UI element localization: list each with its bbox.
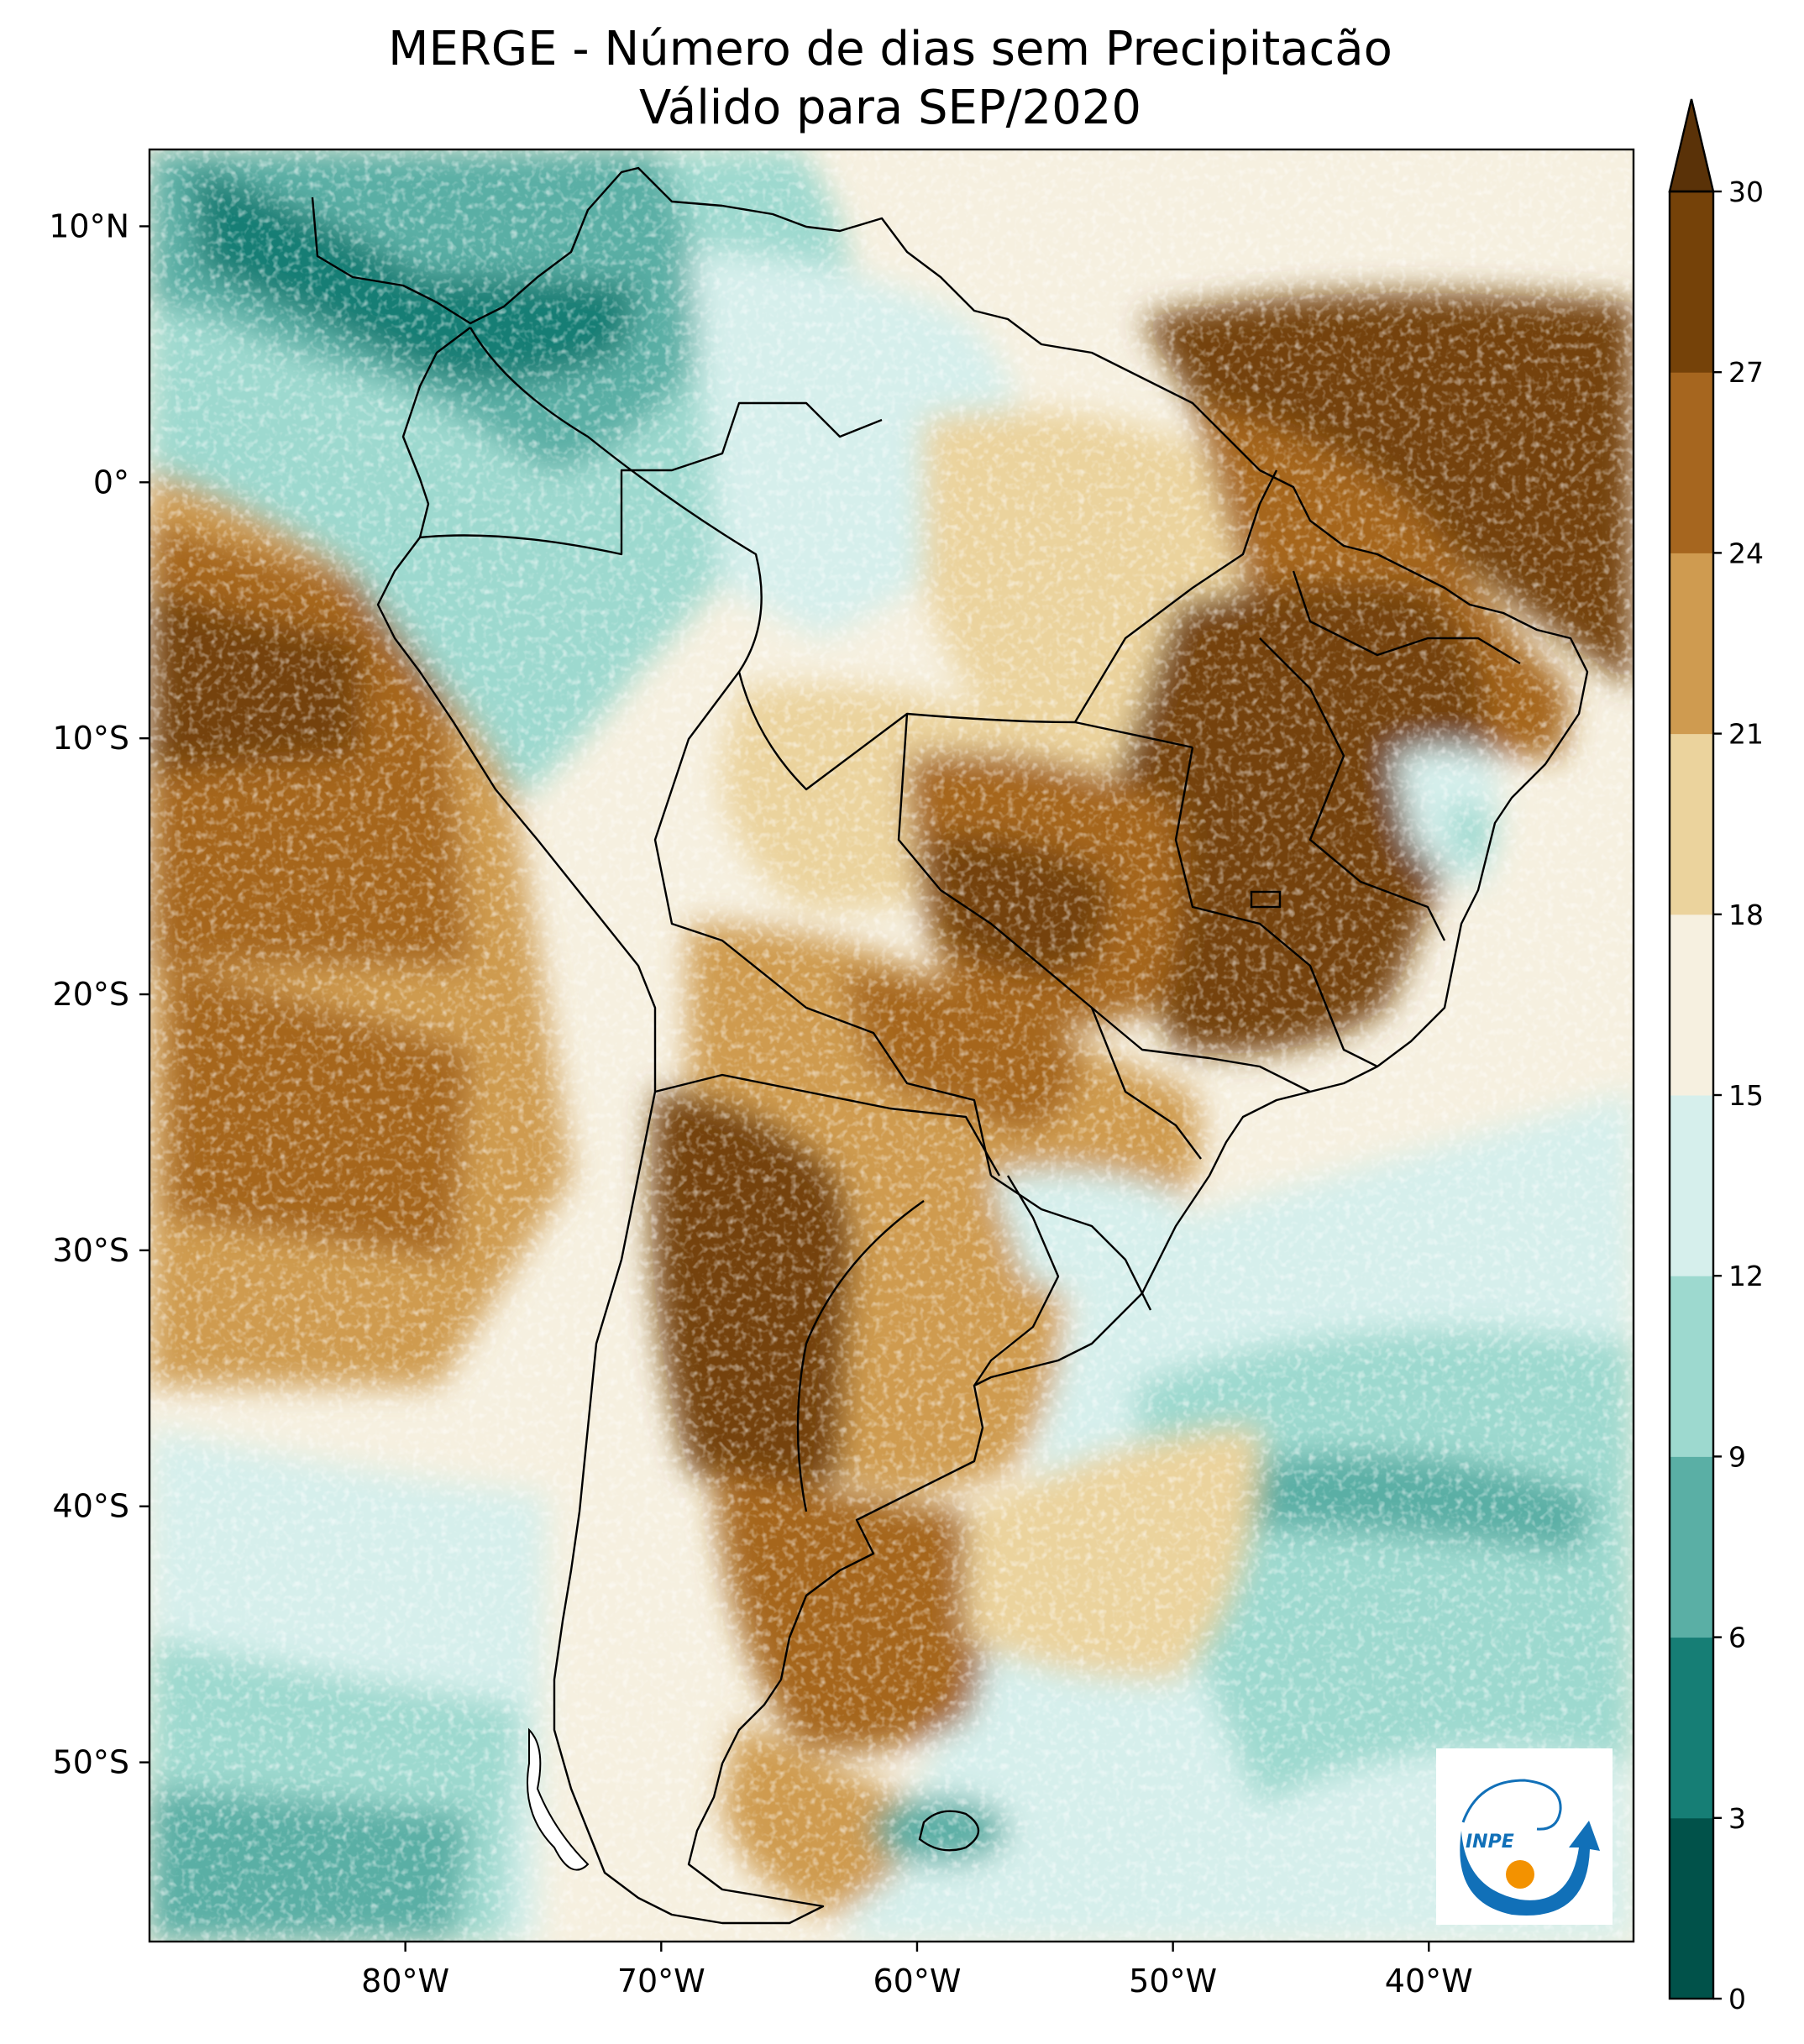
colorbar-tick-label: 3 <box>1728 1802 1746 1835</box>
lon-tick-label: 80°W <box>361 1963 449 1999</box>
coastline-and-borders <box>311 166 1589 1925</box>
colorbar: 0 3 6 9 12 15 18 21 24 27 30 <box>1668 98 1764 2015</box>
precipitation-field <box>149 149 1634 1942</box>
colorbar-segment <box>1670 1095 1713 1276</box>
map-title-line-1: MERGE - Número de dias sem Precipitacão <box>388 22 1392 76</box>
lon-tick-label: 60°W <box>873 1963 961 1999</box>
lat-tick-label: 30°S <box>53 1232 129 1269</box>
colorbar-segment <box>1670 553 1713 735</box>
inpe-logo: INPE <box>1436 1748 1613 1925</box>
lon-tick-label: 40°W <box>1385 1963 1473 1999</box>
colorbar-segment <box>1670 1637 1713 1819</box>
colorbar-tick-label: 24 <box>1728 537 1764 569</box>
lat-tick-label: 50°S <box>53 1744 129 1781</box>
colorbar-tick-label: 6 <box>1728 1622 1746 1654</box>
colorbar-tick-label: 30 <box>1728 176 1764 208</box>
colorbar-extend-arrow <box>1668 98 1715 193</box>
latitude-axis: 10°N 0° 10°S 20°S 30°S 40°S 50°S <box>49 207 149 1781</box>
lat-tick-label: 10°N <box>49 207 129 244</box>
colorbar-tick-label: 0 <box>1728 1983 1746 2015</box>
colorbar-segment <box>1670 1817 1713 1999</box>
colorbar-tick-label: 9 <box>1728 1440 1746 1473</box>
lat-tick-label: 40°S <box>53 1488 129 1525</box>
plot-frame <box>148 148 1635 1943</box>
lat-tick-label: 20°S <box>53 976 129 1013</box>
map-title-line-2: Válido para SEP/2020 <box>638 81 1142 135</box>
svg-text:INPE: INPE <box>1466 1832 1514 1853</box>
colorbar-tick-label: 15 <box>1728 1079 1764 1112</box>
colorbar-tick-label: 12 <box>1728 1260 1764 1292</box>
colorbar-segment <box>1670 191 1713 373</box>
colorbar-tick-label: 18 <box>1728 899 1764 931</box>
longitude-axis: 80°W 70°W 60°W 50°W 40°W <box>361 1942 1473 1999</box>
colorbar-tick-label: 21 <box>1728 718 1764 751</box>
lat-tick-label: 0° <box>93 464 129 501</box>
colorbar-segment <box>1670 372 1713 553</box>
colorbar-segment <box>1670 1456 1713 1638</box>
lon-tick-label: 50°W <box>1129 1963 1217 1999</box>
colorbar-segment <box>1670 914 1713 1096</box>
lon-tick-label: 70°W <box>617 1963 705 1999</box>
colorbar-segment <box>1670 733 1713 915</box>
colorbar-tick-label: 27 <box>1728 356 1764 389</box>
colorbar-segment <box>1670 1276 1713 1457</box>
lat-tick-label: 10°S <box>53 720 129 757</box>
